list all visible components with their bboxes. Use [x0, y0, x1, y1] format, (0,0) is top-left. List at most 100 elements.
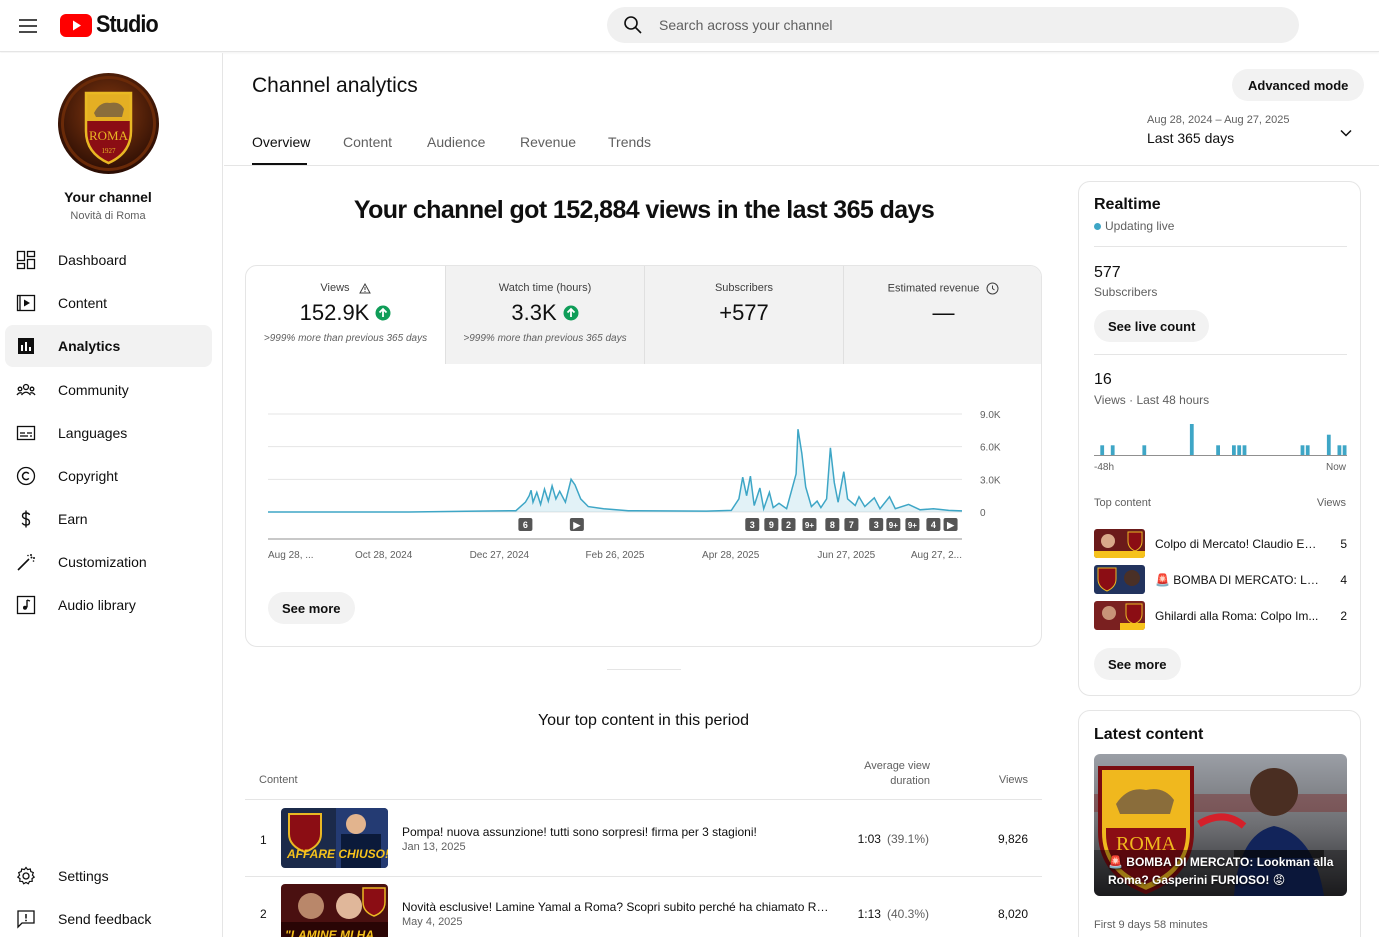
metric-watch-time[interactable]: Watch time (hours) 3.3K >999% more than …	[445, 266, 644, 364]
realtime-axis-start: -48h	[1094, 462, 1115, 473]
metric-estimated-revenue[interactable]: Estimated revenue —	[843, 266, 1041, 364]
views-headline: Your channel got 152,884 views in the la…	[353, 196, 935, 224]
live-dot-icon	[1094, 222, 1101, 230]
sidebar-item-community[interactable]: Community	[5, 369, 212, 411]
advanced-mode-button[interactable]: Advanced mode	[1232, 69, 1365, 101]
tab-overview[interactable]: Overview	[252, 134, 311, 150]
realtime-views-value: 16	[1094, 371, 1112, 388]
realtime-top-content-label: Top content	[1094, 497, 1151, 509]
page-title: Channel analytics	[252, 74, 418, 97]
section-divider	[607, 669, 681, 670]
video-thumbnail	[1094, 529, 1145, 558]
publish-marker	[926, 518, 941, 531]
sidebar-item-send-feedback[interactable]: Send feedback	[5, 898, 212, 937]
views-line	[268, 429, 963, 513]
column-header-views[interactable]: Views	[998, 774, 1028, 786]
video-thumbnail[interactable]: AFFARE CHIUSO!	[281, 808, 388, 868]
sidebar-item-languages[interactable]: Languages	[5, 412, 212, 454]
metric-subscribers-value: +577	[719, 300, 769, 325]
channel-name[interactable]: Your channel	[64, 189, 152, 205]
avatar-year: 1927	[102, 147, 117, 155]
column-header-content: Content	[259, 774, 298, 786]
latest-video-thumbnail[interactable]: ROMA 🚨 BOMBA DI MERCATO: Lookman alla Ro…	[1094, 754, 1347, 896]
sidebar-item-customization[interactable]: Customization	[5, 541, 212, 583]
see-more-button[interactable]: See more	[268, 592, 355, 624]
realtime-content-row[interactable]: Colpo di Mercato! Claudio Ec... 5	[1094, 529, 1347, 561]
video-title[interactable]: Novità esclusive! Lamine Yamal a Roma? S…	[402, 900, 832, 914]
views-chart: 9.0K 6.0K 3.0K 0 6 ▶ 3 9 2 9+ 8 7 3 9+ 9+ 4 ▶ Aug 28, ...…	[246, 364, 1041, 646]
date-range-label: Last 365 days	[1147, 130, 1235, 146]
audio-library-icon	[16, 595, 36, 615]
sidebar-item-audio-library[interactable]: Audio library	[5, 584, 212, 626]
avatar[interactable]: ROMA 1927	[58, 73, 159, 174]
realtime-bar	[1100, 445, 1105, 456]
realtime-bar-chart-svg	[1094, 424, 1347, 456]
x-tick-label: Jun 27, 2025	[817, 550, 875, 561]
publish-marker	[905, 518, 920, 531]
see-live-count-button[interactable]: See live count	[1094, 310, 1210, 342]
column-header-avd[interactable]: Average view duration	[864, 760, 930, 787]
metric-views-note: >999% more than previous 365 days	[263, 333, 428, 344]
x-tick-label: Aug 28, ...	[268, 550, 314, 561]
realtime-bar-chart	[1094, 418, 1347, 456]
sidebar-item-earn[interactable]: Earn	[5, 498, 212, 540]
x-tick-label: Aug 27, 2...	[911, 550, 962, 561]
publish-marker	[869, 518, 884, 531]
publish-marker-label: 3	[874, 520, 879, 530]
metric-subscribers[interactable]: Subscribers +577	[644, 266, 843, 364]
video-views: 9,826	[997, 832, 1028, 846]
sidebar-item-dashboard[interactable]: Dashboard	[5, 239, 212, 281]
avatar-text: ROMA	[89, 128, 129, 143]
realtime-divider	[1094, 354, 1347, 355]
arrow-up-icon	[563, 305, 579, 321]
publish-marker	[745, 518, 760, 531]
settings-icon	[16, 866, 36, 886]
realtime-bar	[1300, 445, 1305, 456]
table-row[interactable]: 2 "LAMINE MI HA Novità esclusive! Lamine…	[245, 877, 1042, 937]
metric-revenue-value: —	[932, 300, 955, 325]
tab-audience[interactable]: Audience	[427, 134, 486, 150]
publish-marker	[802, 518, 817, 531]
date-range-picker[interactable]: Aug 28, 2024 – Aug 27, 2025 Last 365 day…	[1147, 114, 1359, 154]
y-tick-label: 9.0K	[980, 410, 1001, 421]
publish-marker-label: 9	[769, 520, 774, 530]
realtime-bar	[1216, 445, 1220, 456]
header-divider	[224, 165, 1379, 166]
metric-views[interactable]: Views 152.9K >999% more than previous 36…	[246, 266, 445, 364]
tab-content[interactable]: Content	[343, 134, 393, 150]
channel-handle: Novità di Roma	[70, 210, 146, 222]
table-row[interactable]: 1 AFFARE CHIUSO! Pompa! nuova assunzione…	[245, 800, 1042, 876]
table-divider	[245, 876, 1042, 877]
realtime-content-title: Colpo di Mercato! Claudio Ec...	[1155, 537, 1320, 551]
realtime-bar	[1142, 445, 1147, 456]
realtime-divider	[1094, 246, 1347, 247]
publish-marker	[943, 518, 958, 531]
video-title[interactable]: Pompa! nuova assunzione! tutti sono sorp…	[402, 825, 757, 839]
realtime-content-views: 4	[1340, 573, 1347, 587]
arrow-up-icon	[375, 305, 391, 321]
realtime-bar	[1110, 445, 1115, 456]
realtime-content-row[interactable]: 🚨 BOMBA DI MERCATO: Loo... 4	[1094, 565, 1347, 597]
realtime-see-more-button[interactable]: See more	[1094, 648, 1181, 680]
sidebar-item-label: Send feedback	[58, 911, 152, 927]
sidebar-item-copyright[interactable]: Copyright	[5, 455, 212, 497]
copyright-icon	[16, 466, 36, 486]
publish-marker-label: 2	[786, 520, 791, 530]
realtime-content-row[interactable]: Ghilardi alla Roma: Colpo Im... 2	[1094, 601, 1347, 633]
publish-marker-label: 7	[849, 520, 854, 530]
search-input[interactable]	[659, 17, 1219, 33]
sidebar-item-analytics[interactable]: Analytics	[5, 325, 212, 367]
studio-logo[interactable]: Studio	[60, 11, 165, 39]
realtime-status-label: Updating live	[1105, 219, 1175, 233]
x-tick-label: Dec 27, 2024	[470, 550, 530, 561]
hamburger-menu-icon[interactable]	[14, 12, 42, 40]
sidebar-item-content[interactable]: Content	[5, 282, 212, 324]
active-tab-indicator	[252, 163, 307, 166]
search-bar[interactable]	[607, 7, 1299, 43]
realtime-card: Realtime Updating live 577 Subscribers S…	[1078, 181, 1361, 696]
tab-trends[interactable]: Trends	[608, 134, 652, 150]
video-thumbnail[interactable]: "LAMINE MI HA	[281, 884, 388, 937]
sidebar-item-settings[interactable]: Settings	[5, 855, 212, 897]
chevron-down-icon	[1339, 126, 1353, 140]
tab-revenue[interactable]: Revenue	[520, 134, 577, 150]
